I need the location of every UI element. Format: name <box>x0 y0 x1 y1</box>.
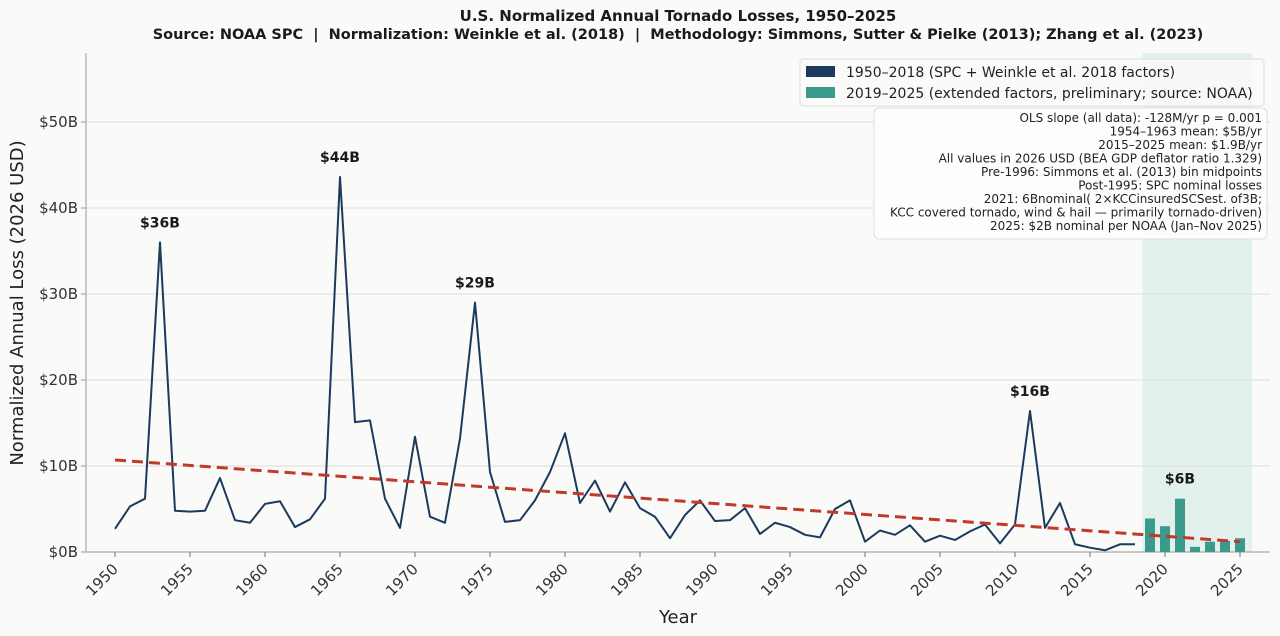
notes-box-frame <box>873 107 1268 240</box>
note-line-2: 2015–2025 mean: $1.9B/yr <box>1098 138 1262 152</box>
note-line-3: All values in 2026 USD (BEA GDP deflator… <box>939 152 1262 166</box>
legend-label-0: 1950–2018 (SPC + Weinkle et al. 2018 fac… <box>846 65 1175 81</box>
note-line-6: 2021: 6Bnominal( 2×KCCinsuredSCSest. of3… <box>984 192 1262 206</box>
bar-2025 <box>1235 538 1245 552</box>
y-tick-label: $50B <box>39 113 78 131</box>
chart-subtitle: Source: NOAA SPC | Normalization: Weinkl… <box>153 27 1204 43</box>
y-axis-label: Normalized Annual Loss (2026 USD) <box>7 140 28 465</box>
y-tick-label: $20B <box>39 371 78 389</box>
y-tick-label: $40B <box>39 199 78 217</box>
note-line-0: OLS slope (all data): -128M/yr p = 0.001 <box>1019 111 1262 125</box>
bar-2021 <box>1175 498 1185 552</box>
peak-label-2011: $16B <box>1010 384 1050 400</box>
stats-notes-box: OLS slope (all data): -128M/yr p = 0.001… <box>873 107 1268 240</box>
note-line-4: Pre-1996: Simmons et al. (2013) bin midp… <box>981 165 1262 179</box>
y-tick-label: $10B <box>39 457 78 475</box>
peak-label-2021: $6B <box>1165 472 1195 488</box>
peak-label-1965: $44B <box>320 150 360 166</box>
y-tick-label: $0B <box>49 543 78 561</box>
note-line-7: KCC covered tornado, wind & hail — prima… <box>890 206 1262 220</box>
bar-2024 <box>1220 540 1230 552</box>
peak-label-1953: $36B <box>140 215 180 231</box>
note-line-5: Post-1995: SPC nominal losses <box>1078 179 1262 193</box>
legend-label-1: 2019–2025 (extended factors, preliminary… <box>846 86 1253 102</box>
legend: 1950–2018 (SPC + Weinkle et al. 2018 fac… <box>799 58 1265 107</box>
y-tick-label: $30B <box>39 285 78 303</box>
legend-swatch-1 <box>806 87 835 98</box>
note-line-8: 2025: $2B nominal per NOAA (Jan–Nov 2025… <box>990 219 1262 233</box>
peak-label-1974: $29B <box>455 276 495 292</box>
bar-2022 <box>1190 546 1200 552</box>
bar-2023 <box>1205 541 1215 552</box>
legend-box <box>799 58 1265 107</box>
chart-title: U.S. Normalized Annual Tornado Losses, 1… <box>460 7 897 25</box>
x-axis-label: Year <box>658 607 698 628</box>
bar-2020 <box>1160 526 1170 552</box>
legend-swatch-0 <box>806 66 835 77</box>
ols-trend-line <box>114 458 1241 544</box>
note-line-1: 1954–1963 mean: $5B/yr <box>1110 125 1262 139</box>
